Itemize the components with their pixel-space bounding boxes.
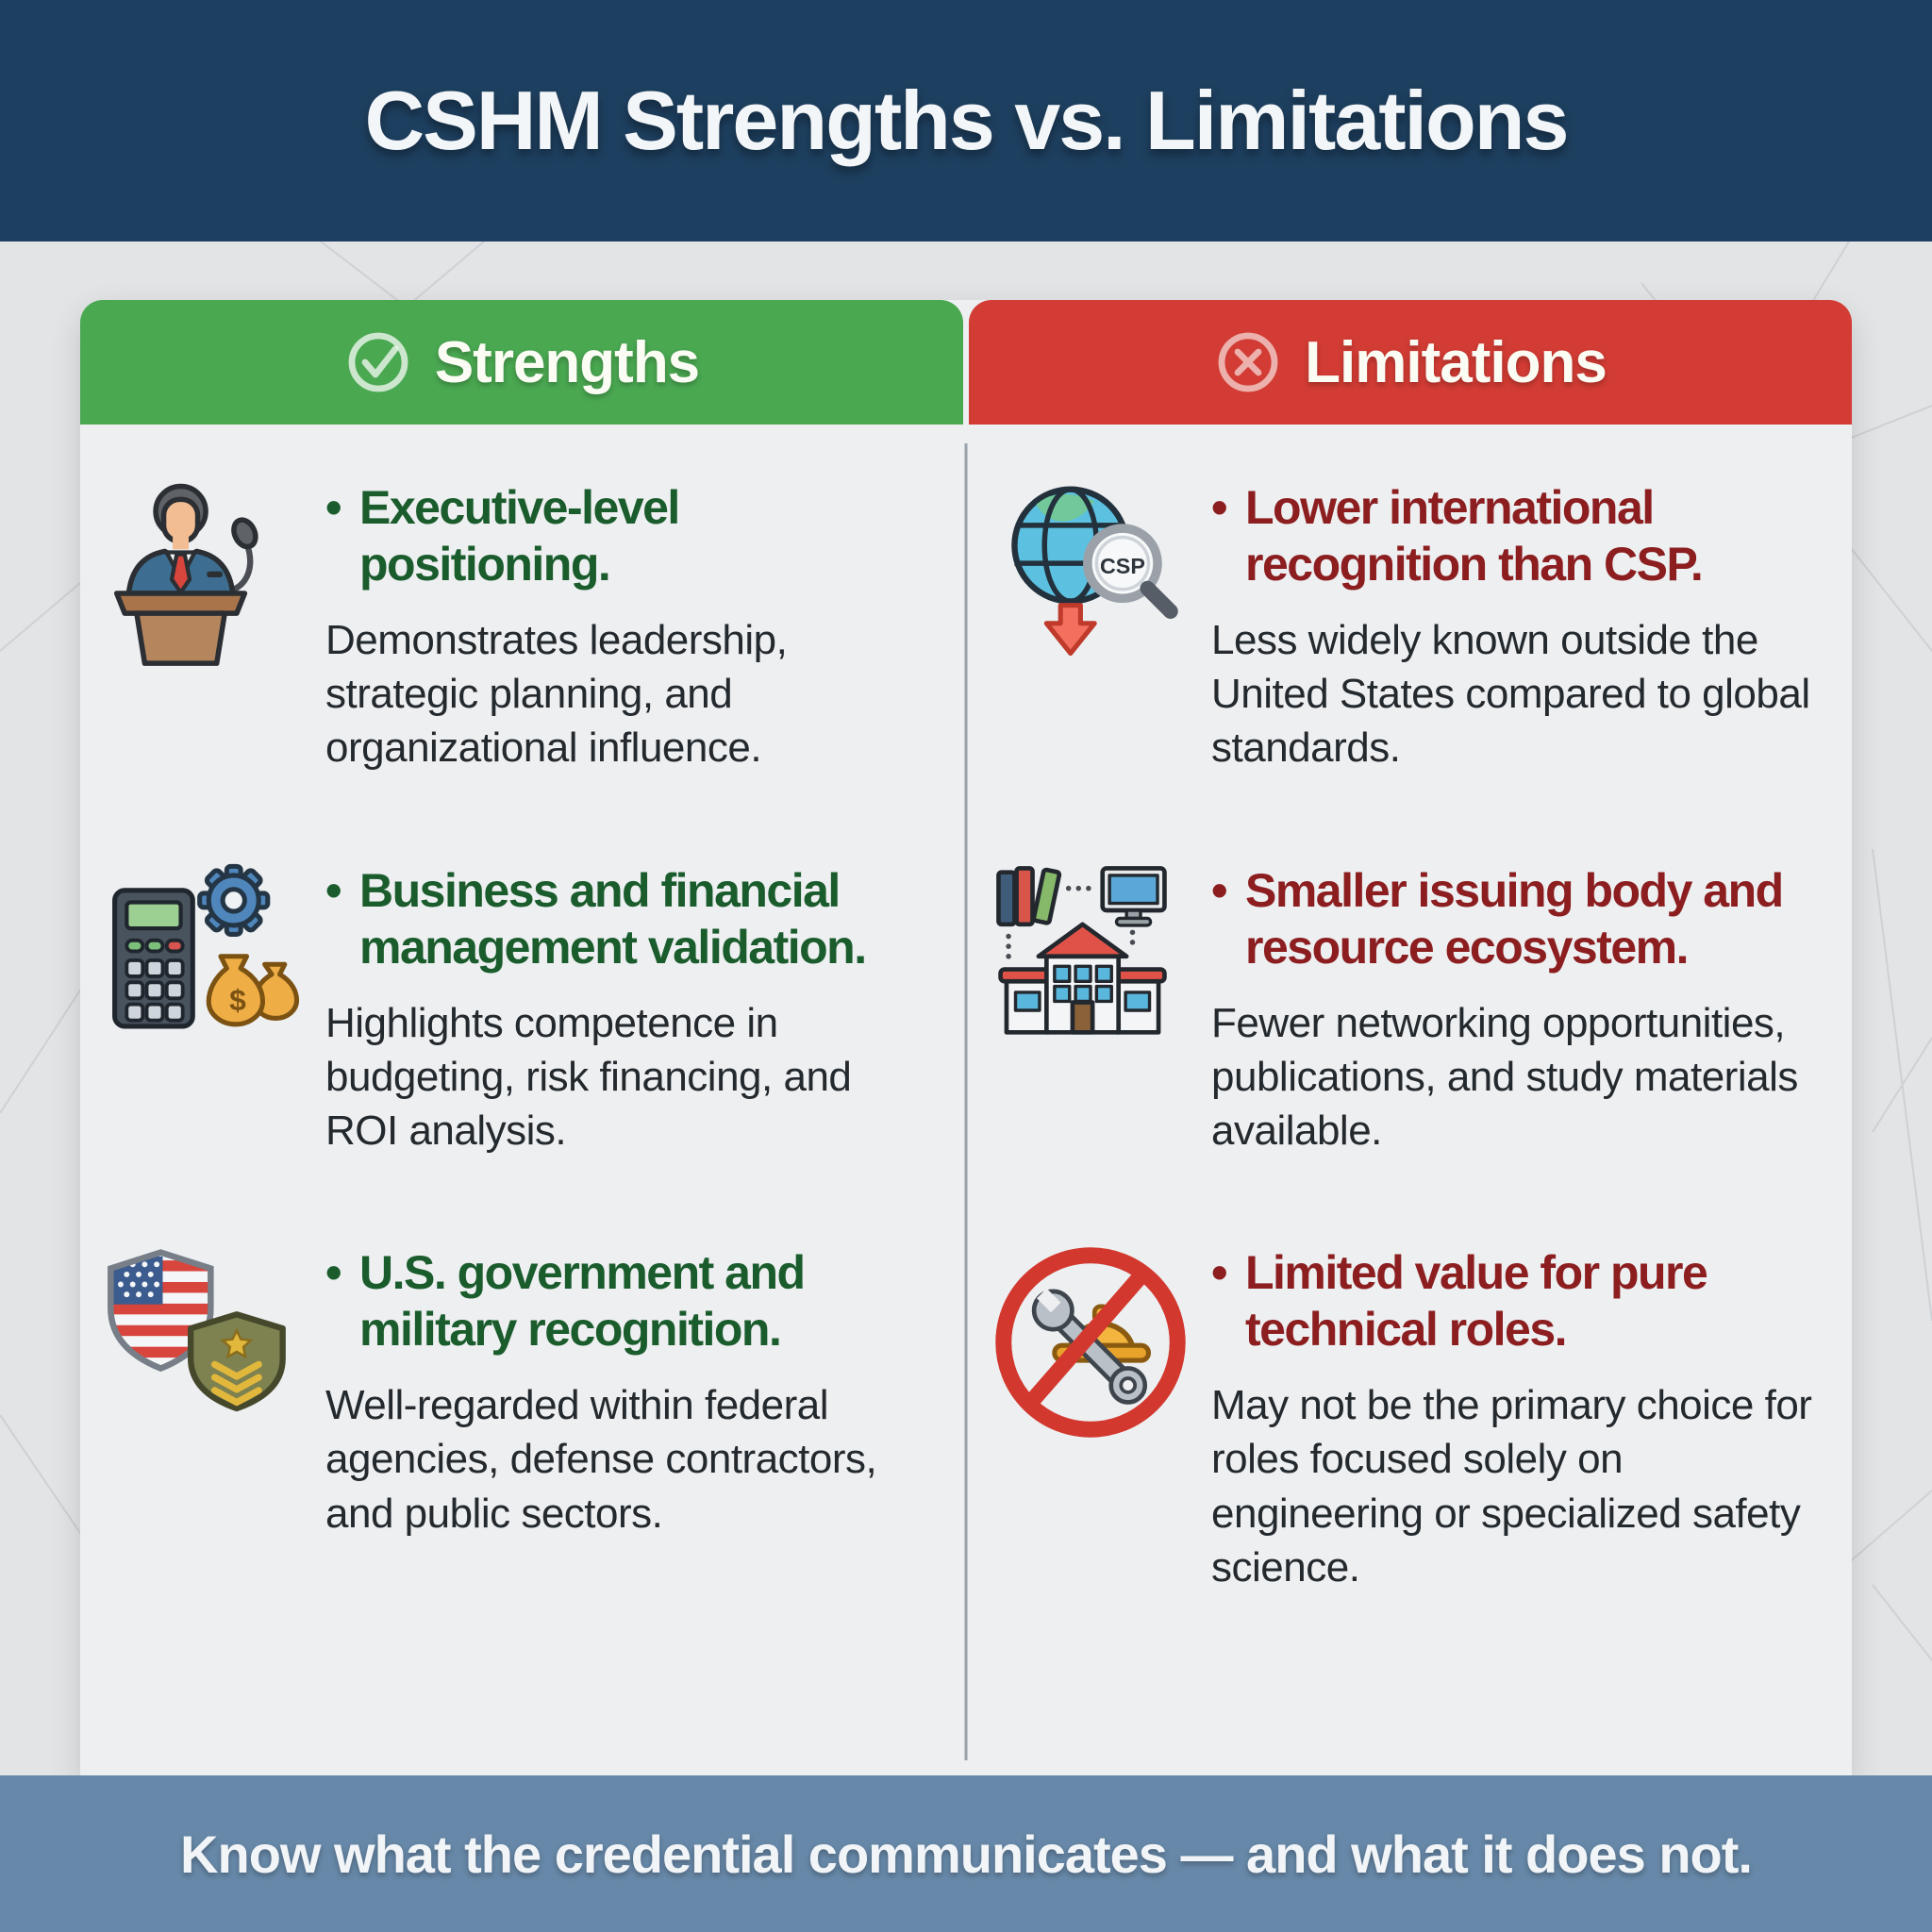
strength-item-executive: • Executive-level positioning. Demonstra…	[105, 477, 934, 775]
footer-tagline: Know what the credential communicates — …	[180, 1824, 1753, 1884]
strengths-header: Strengths	[80, 300, 963, 425]
no-technical-tools-icon	[991, 1242, 1191, 1442]
limitation-text-international: • Lower international recognition than C…	[1211, 477, 1820, 775]
strength-heading-executive: Executive-level positioning.	[359, 481, 680, 591]
limitation-item-issuing-body: • Smaller issuing body and resource ecos…	[991, 860, 1820, 1158]
svg-text:$: $	[229, 983, 246, 1017]
limitations-header-label: Limitations	[1305, 329, 1607, 395]
speaker-podium-icon	[105, 477, 305, 677]
strength-body-financial: Highlights competence in budgeting, risk…	[325, 999, 852, 1154]
limitation-body-issuing-body: Fewer networking opportunities, publicat…	[1211, 999, 1798, 1154]
flag-shield-military-icon	[105, 1242, 305, 1442]
bullet: •	[325, 863, 342, 917]
issuing-body-resources-icon	[991, 860, 1191, 1060]
limitation-item-technical: • Limited value for pure technical roles…	[991, 1242, 1820, 1594]
bullet: •	[325, 1246, 342, 1300]
bullet: •	[1211, 481, 1228, 534]
top-banner: CSHM Strengths vs. Limitations	[0, 0, 1932, 242]
x-circle-icon	[1218, 332, 1278, 392]
limitation-heading-technical: Limited value for pure technical roles.	[1245, 1246, 1708, 1357]
limitation-heading-international: Lower international recognition than CSP…	[1245, 481, 1704, 591]
strength-body-executive: Demonstrates leadership, strategic plann…	[325, 617, 788, 772]
strength-item-government: • U.S. government and military recogniti…	[105, 1242, 934, 1541]
limitation-text-issuing-body: • Smaller issuing body and resource ecos…	[1211, 860, 1820, 1158]
limitations-column: CSP • Lower international recognition th…	[966, 425, 1852, 1775]
limitation-text-technical: • Limited value for pure technical roles…	[1211, 1242, 1820, 1594]
strength-item-financial: $ • Business and financial management va…	[105, 860, 934, 1158]
strengths-column: • Executive-level positioning. Demonstra…	[80, 425, 966, 1775]
strength-body-government: Well-regarded within federal agencies, d…	[325, 1382, 877, 1537]
comparison-card: Strengths Limitations	[80, 300, 1852, 1775]
globe-csp-search-icon: CSP	[991, 477, 1191, 677]
bullet: •	[1211, 863, 1228, 917]
svg-text:CSP: CSP	[1100, 554, 1145, 578]
limitation-body-international: Less widely known outside the United Sta…	[1211, 617, 1810, 772]
limitations-header: Limitations	[969, 300, 1852, 425]
column-headers: Strengths Limitations	[80, 300, 1852, 425]
strength-text-financial: • Business and financial management vali…	[325, 860, 934, 1158]
footer-banner: Know what the credential communicates — …	[0, 1775, 1932, 1932]
finance-calculator-icon: $	[105, 860, 305, 1060]
comparison-columns: • Executive-level positioning. Demonstra…	[80, 425, 1852, 1775]
limitation-body-technical: May not be the primary choice for roles …	[1211, 1382, 1812, 1591]
limitation-heading-issuing-body: Smaller issuing body and resource ecosys…	[1245, 863, 1784, 974]
limitation-item-international: CSP • Lower international recognition th…	[991, 477, 1820, 775]
strength-text-government: • U.S. government and military recogniti…	[325, 1242, 934, 1541]
column-divider	[964, 443, 968, 1760]
bullet: •	[325, 481, 342, 534]
strengths-header-label: Strengths	[434, 329, 700, 395]
strength-text-executive: • Executive-level positioning. Demonstra…	[325, 477, 934, 775]
strength-heading-financial: Business and financial management valida…	[359, 863, 867, 974]
page-title: CSHM Strengths vs. Limitations	[364, 74, 1570, 167]
strength-heading-government: U.S. government and military recognition…	[359, 1246, 806, 1357]
check-circle-icon	[348, 332, 408, 392]
bullet: •	[1211, 1246, 1228, 1300]
